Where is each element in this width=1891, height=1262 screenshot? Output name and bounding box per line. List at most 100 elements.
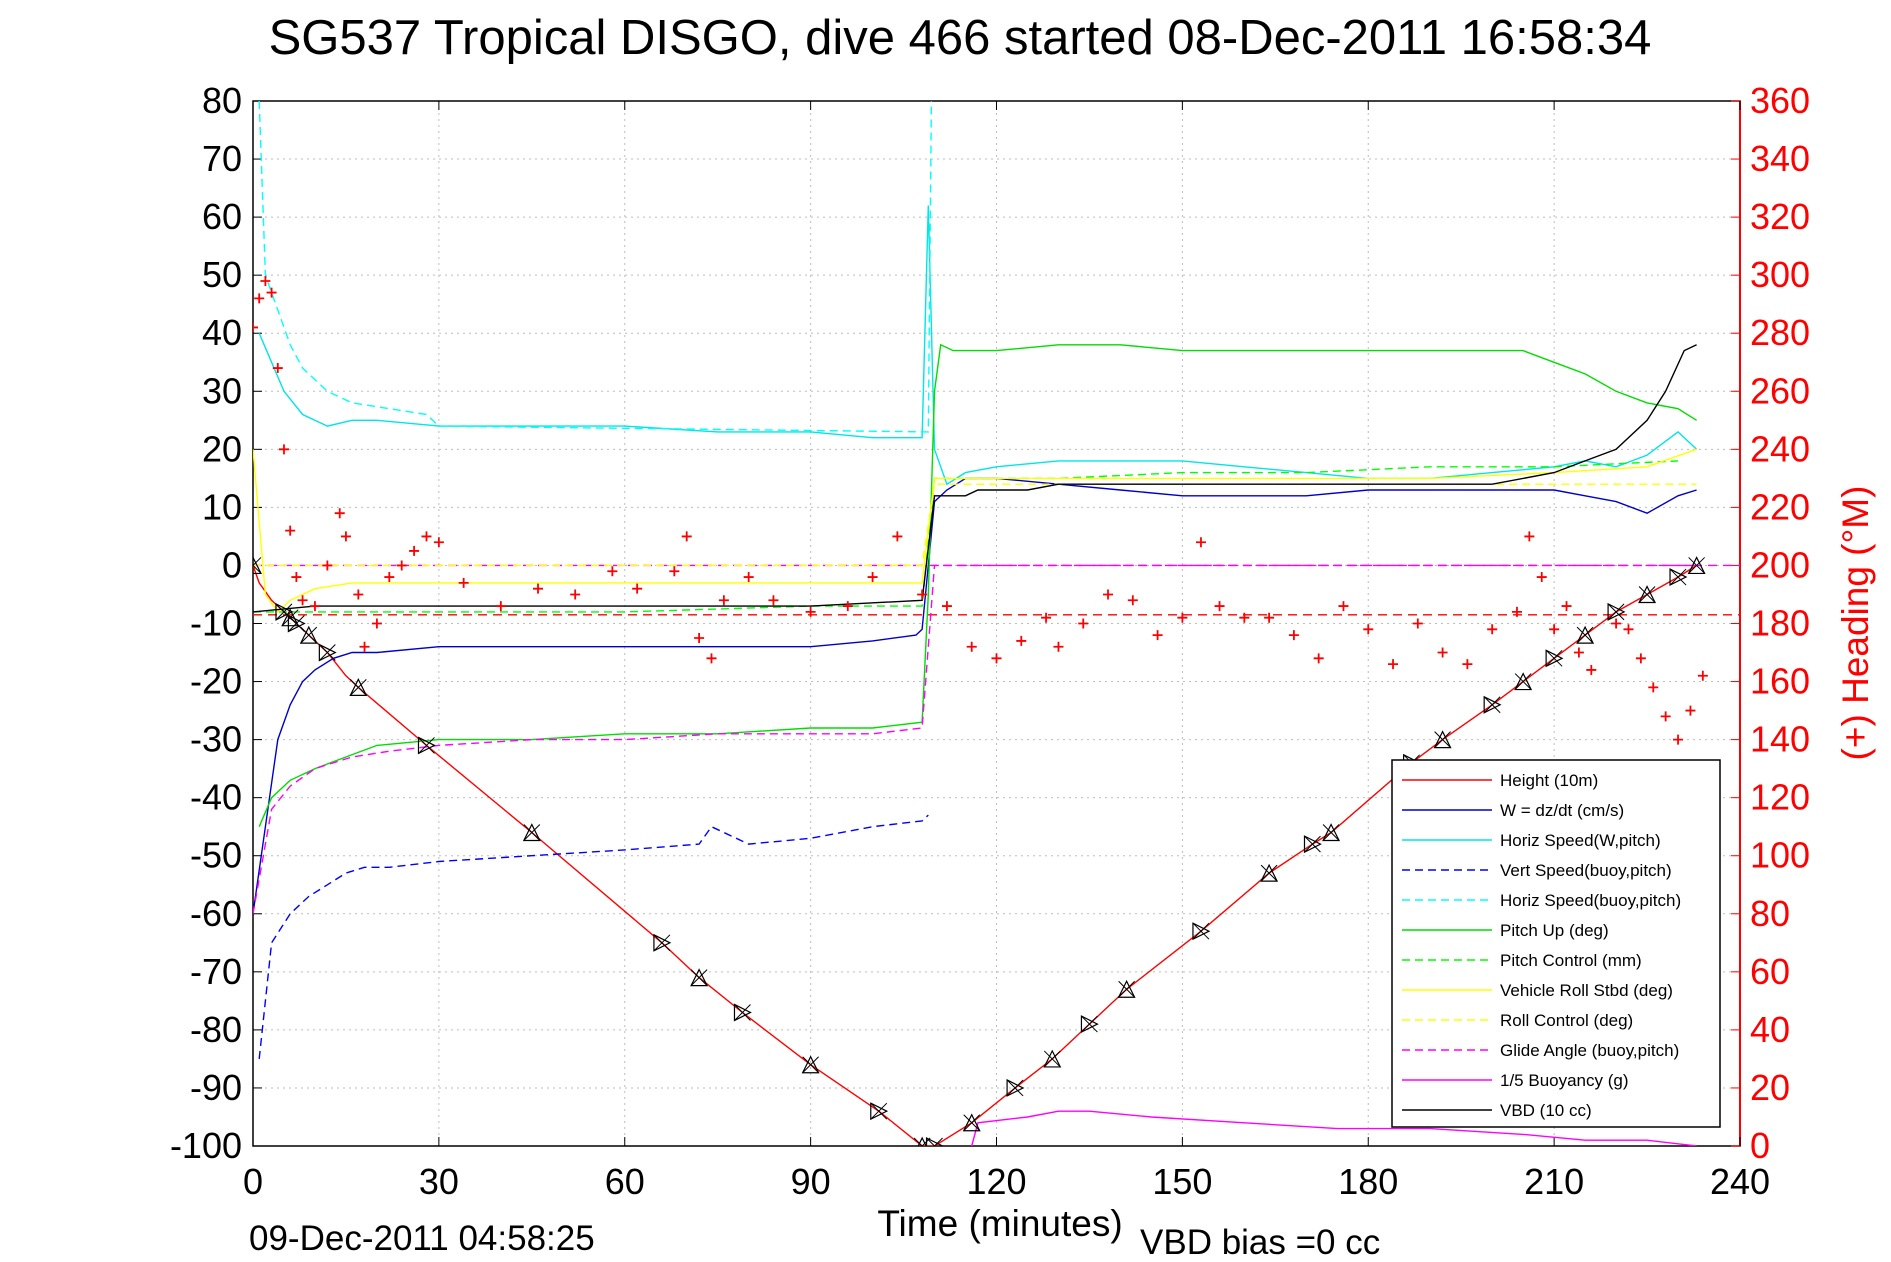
legend-label: Pitch Control (mm) — [1500, 951, 1642, 970]
heading-marker — [1549, 624, 1560, 635]
legend-label: Vert Speed(buoy,pitch) — [1500, 861, 1672, 880]
height-marker-cross — [288, 615, 305, 632]
height-marker — [1687, 556, 1706, 575]
right-axis: 3603403203002802602402202001801601401201… — [1731, 80, 1810, 1166]
heading-marker — [458, 577, 469, 588]
left-axis: 80 70 60 50 40 30 20 10 0 -10 -20 -30 -40 -50 -60 -70 -8… — [170, 80, 262, 1166]
x-axis: 0 30 60 90 120 150 180 210 240 — [243, 101, 1770, 1202]
heading-marker — [1214, 601, 1225, 612]
height-marker — [962, 1113, 981, 1132]
heading-marker — [1437, 647, 1448, 658]
heading-marker — [1338, 601, 1349, 612]
legend-label: VBD (10 cc) — [1500, 1101, 1592, 1120]
y2-tick-label: 320 — [1750, 196, 1810, 237]
legend-box — [1391, 759, 1721, 1128]
height-marker-cross — [1118, 980, 1135, 998]
x-tick-label: 210 — [1524, 1161, 1584, 1202]
y-tick-label: -70 — [190, 951, 242, 992]
y-tick-label: 40 — [202, 312, 242, 353]
height-marker-cross — [1688, 557, 1705, 574]
height-marker-cross — [802, 1056, 819, 1074]
height-marker — [349, 678, 368, 696]
legend-label: Height (10m) — [1500, 771, 1598, 790]
heading-marker — [1288, 630, 1299, 641]
y-tick-label: 10 — [202, 486, 242, 527]
height-marker — [801, 1055, 820, 1074]
y2-tick-label: 260 — [1750, 370, 1810, 411]
y-tick-label: -100 — [170, 1125, 242, 1166]
heading-marker — [1524, 531, 1535, 542]
height-marker — [1260, 863, 1279, 882]
heading-marker — [1660, 711, 1671, 722]
legend-label: Horiz Speed(W,pitch) — [1500, 831, 1661, 850]
heading-marker — [681, 531, 692, 542]
height-marker — [253, 556, 262, 575]
x-tick-label: 120 — [966, 1161, 1026, 1202]
height-markers — [253, 556, 1706, 1146]
x-tick-label: 60 — [605, 1161, 645, 1202]
legend-label: Roll Control (deg) — [1500, 1011, 1633, 1030]
y-tick-label: 0 — [222, 544, 242, 585]
heading-marker — [253, 322, 258, 333]
heading-marker — [570, 589, 581, 600]
heading-marker — [1016, 635, 1027, 646]
legend-label: W = dz/dt (cm/s) — [1500, 801, 1624, 820]
heading-marker — [396, 560, 407, 571]
height-marker-cross — [653, 934, 671, 952]
heading-marker — [1078, 618, 1089, 629]
height-marker — [1576, 625, 1595, 644]
heading-marker — [266, 287, 277, 298]
y2-tick-label: 0 — [1750, 1125, 1770, 1166]
height-marker — [1192, 922, 1211, 941]
y-tick-label: -50 — [190, 835, 242, 876]
heading-marker — [867, 572, 878, 583]
y2-tick-label: 40 — [1750, 1009, 1790, 1050]
height-marker — [870, 1102, 889, 1121]
height-marker-cross — [1607, 603, 1625, 621]
heading-marker — [1611, 618, 1622, 629]
y2-tick-label: 300 — [1750, 254, 1810, 295]
heading-marker — [1127, 595, 1138, 606]
heading-marker — [297, 595, 308, 606]
series-line-3 — [258, 814, 929, 1059]
heading-marker — [1239, 612, 1250, 623]
y-tick-label: 80 — [202, 80, 242, 121]
x-tick-label: 240 — [1710, 1161, 1770, 1202]
heading-marker — [260, 275, 271, 286]
y-tick-label: 30 — [202, 370, 242, 411]
height-marker-cross — [523, 824, 541, 841]
heading-marker — [278, 444, 289, 455]
heading-marker — [743, 572, 754, 583]
height-marker — [275, 602, 294, 621]
height-marker — [1669, 568, 1688, 587]
height-marker — [1303, 835, 1322, 854]
heading-marker — [991, 653, 1002, 664]
height-marker-cross — [734, 1004, 751, 1021]
heading-marker — [1623, 624, 1634, 635]
x-axis-label: Time (minutes) — [877, 1203, 1122, 1244]
x-tick-label: 90 — [791, 1161, 831, 1202]
height-marker — [690, 968, 709, 987]
heading-marker — [1264, 612, 1275, 623]
heading-marker — [433, 537, 444, 548]
heading-marker — [322, 560, 333, 571]
heading-marker — [254, 293, 265, 304]
height-marker-cross — [1545, 649, 1563, 667]
heading-marker — [941, 601, 952, 612]
y2-tick-label: 280 — [1750, 312, 1810, 353]
heading-marker — [353, 589, 364, 600]
height-marker — [281, 608, 300, 627]
height-marker — [733, 1003, 752, 1022]
heading-marker — [1152, 630, 1163, 641]
heading-marker — [892, 531, 903, 542]
y2-tick-label: 100 — [1750, 835, 1810, 876]
heading-marker — [384, 572, 395, 583]
height-marker — [1006, 1078, 1025, 1097]
heading-marker — [1313, 653, 1324, 664]
height-marker — [1080, 1015, 1099, 1034]
end-time-label: 09-Dec-2011 04:58:25 — [249, 1219, 595, 1258]
x-tick-label: 0 — [243, 1161, 263, 1202]
height-marker — [1638, 585, 1657, 604]
series-line-9 — [253, 564, 1697, 914]
